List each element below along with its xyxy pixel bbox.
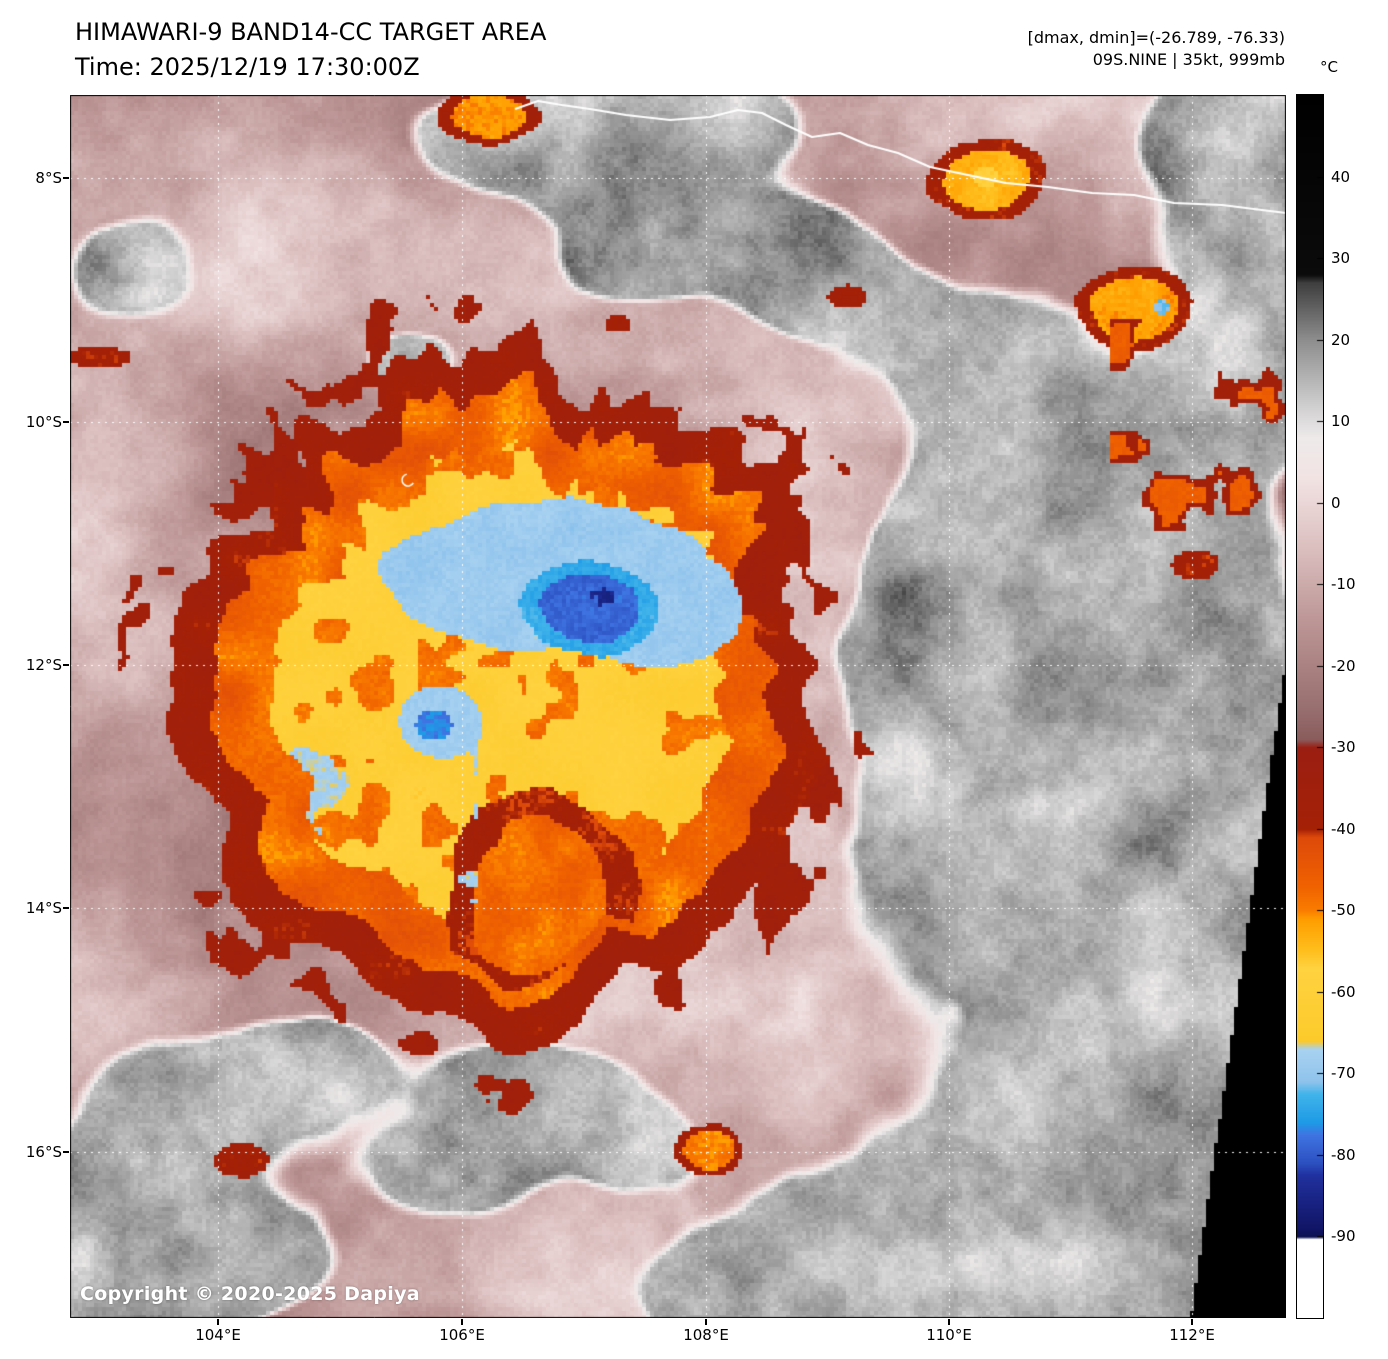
colorbar-unit-label: °C [1320,58,1338,76]
colorbar-tick-label: -60 [1331,983,1356,1001]
lat-tick-label: 10°S [25,413,62,431]
product-timestamp: Time: 2025/12/19 17:30:00Z [75,53,420,81]
lat-tick-label: 12°S [25,656,62,674]
axis-tick [948,1319,950,1325]
lat-tick-label: 16°S [25,1143,62,1161]
axis-tick [63,907,69,909]
colorbar [1296,94,1324,1319]
colorbar-tick-label: 0 [1331,494,1341,512]
lon-tick-label: 104°E [195,1326,241,1344]
lat-tick-label: 8°S [35,169,62,187]
axis-tick [217,1319,219,1325]
colorbar-tick-label: 20 [1331,331,1351,349]
colorbar-tick-label: -70 [1331,1064,1356,1082]
colorbar-tick-label: -40 [1331,820,1356,838]
colorbar-tick-label: -90 [1331,1227,1356,1245]
axis-tick [461,1319,463,1325]
colorbar-tick-label: -20 [1331,657,1356,675]
copyright-watermark: Copyright © 2020-2025 Dapiya [80,1283,420,1305]
colorbar-tick-label: -50 [1331,901,1356,919]
colorbar-tick-label: -10 [1331,575,1356,593]
axis-tick [63,1151,69,1153]
colorbar-tick-label: 40 [1331,168,1351,186]
lon-tick-label: 106°E [439,1326,485,1344]
satellite-ir-map [70,95,1286,1318]
axis-tick [63,177,69,179]
axis-tick [1191,1319,1193,1325]
axis-tick [705,1319,707,1325]
axis-tick [63,421,69,423]
colorbar-tick-label: 10 [1331,412,1351,430]
dmax-dmin-readout: [dmax, dmin]=(-26.789, -76.33) [1027,28,1285,47]
colorbar-tick-label: -30 [1331,738,1356,756]
lon-tick-label: 112°E [1169,1326,1215,1344]
colorbar-tick-label: -80 [1331,1146,1356,1164]
lat-tick-label: 14°S [25,899,62,917]
lon-tick-label: 108°E [683,1326,729,1344]
header-readouts: [dmax, dmin]=(-26.789, -76.33) 09S.NINE … [1028,27,1285,71]
storm-readout: 09S.NINE | 35kt, 999mb [1092,50,1285,69]
colorbar-tick-label: 30 [1331,249,1351,267]
axis-tick [63,664,69,666]
lon-tick-label: 110°E [926,1326,972,1344]
header-block: HIMAWARI-9 BAND14-CC TARGET AREA Time: 2… [75,15,546,85]
product-title: HIMAWARI-9 BAND14-CC TARGET AREA [75,18,547,46]
